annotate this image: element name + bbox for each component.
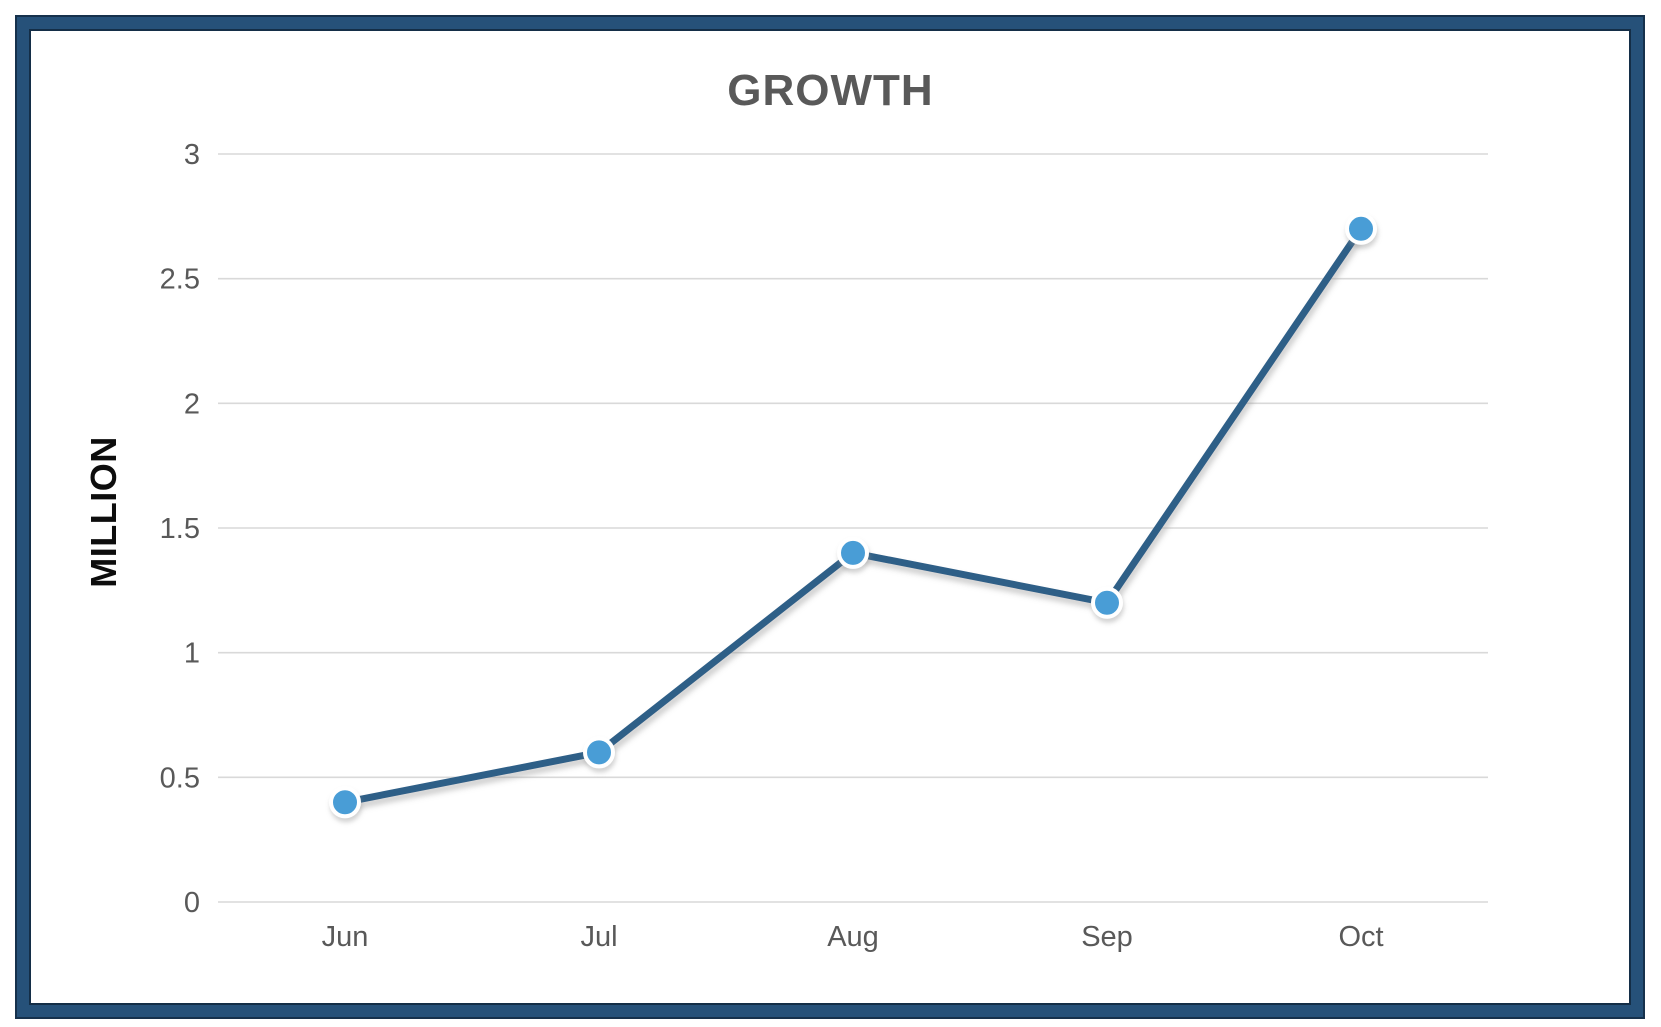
- gridline-layer: [218, 153, 1488, 903]
- y-tick-label: 2.5: [160, 264, 200, 296]
- data-point-marker: [1345, 212, 1377, 245]
- data-line: [341, 225, 1365, 806]
- x-tick-label: Sep: [1081, 921, 1133, 953]
- y-tick-label: 2: [184, 388, 200, 420]
- y-tick-label: 3: [184, 139, 200, 171]
- x-axis-tick-labels: Jun Jul Aug Sep Oct: [322, 921, 1384, 953]
- y-tick-label: 1: [184, 638, 200, 670]
- y-axis-tick-labels: 0 0.5 1 1.5 2 2.5 3: [160, 139, 200, 919]
- y-tick-label: 0: [184, 887, 200, 919]
- data-point-marker: [1091, 586, 1123, 619]
- data-point-marker: [837, 536, 869, 569]
- y-tick-label: 1.5: [160, 513, 200, 545]
- x-tick-label: Oct: [1338, 921, 1383, 953]
- x-tick-label: Jun: [322, 921, 369, 953]
- data-point-marker: [583, 736, 615, 769]
- chart-title: GROWTH: [727, 66, 934, 115]
- x-tick-label: Aug: [827, 921, 879, 953]
- y-tick-label: 0.5: [160, 762, 200, 794]
- data-series-layer: [329, 212, 1377, 819]
- data-point-marker: [329, 786, 361, 819]
- x-tick-label: Jul: [580, 921, 617, 953]
